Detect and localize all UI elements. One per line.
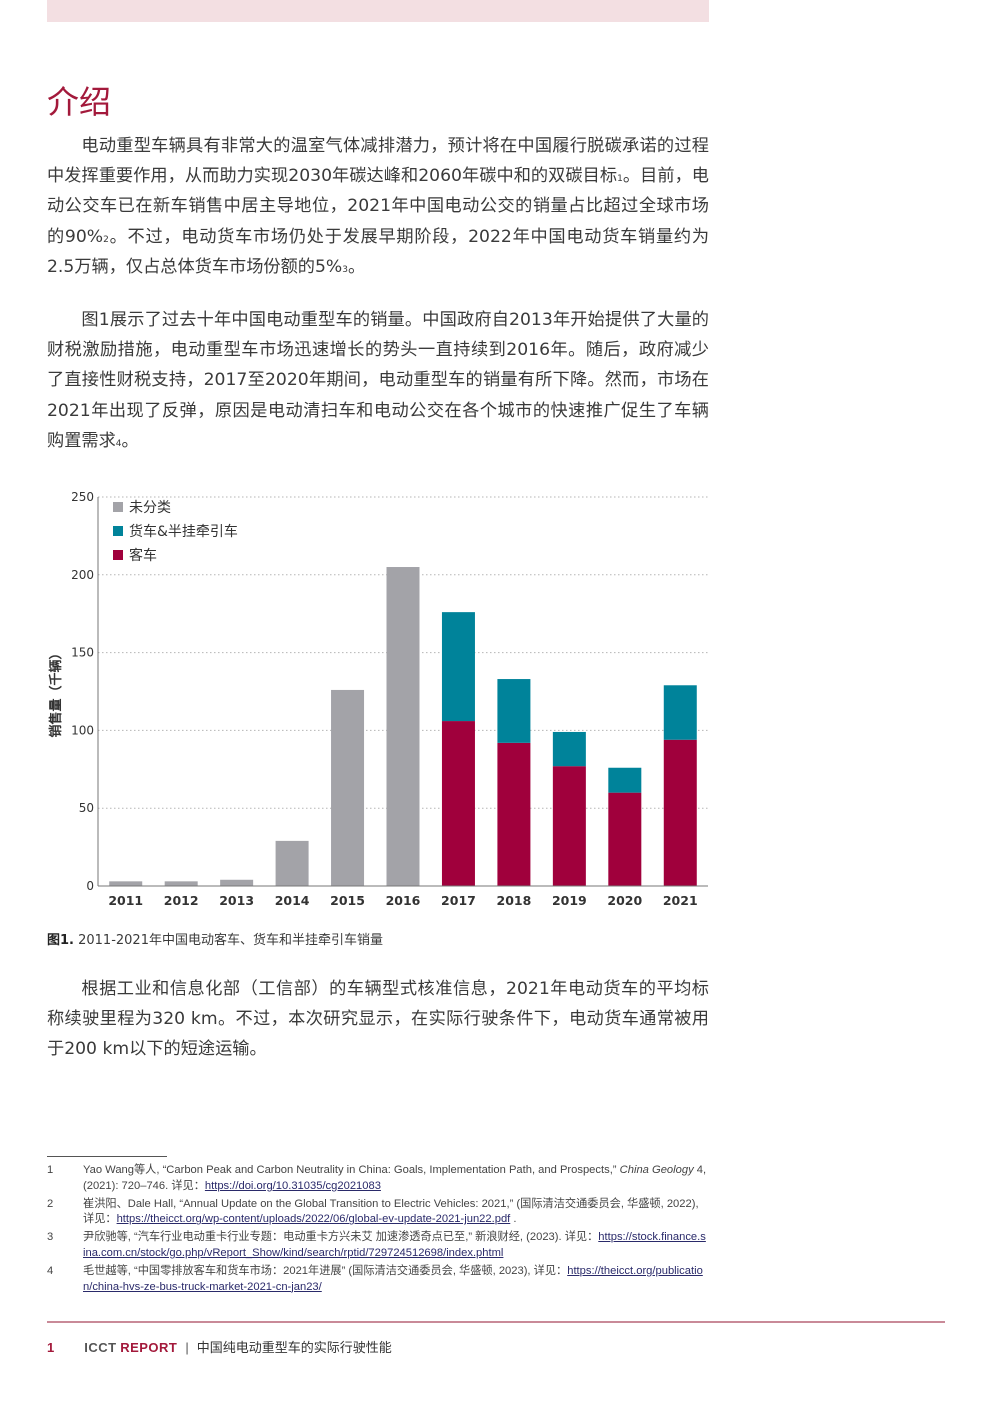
bar-segment [331,689,365,886]
header-band [47,0,709,22]
bar-segment [552,766,586,886]
y-tick-label: 250 [71,490,94,504]
footnote-link[interactable]: https://theicct.org/publication/china-hv… [83,1264,703,1293]
y-tick-label: 0 [86,879,94,893]
bar-segment [386,567,420,886]
footer-report: REPORT [120,1340,178,1355]
legend-swatch [113,526,123,536]
x-tick-label: 2019 [552,893,587,908]
y-axis: 0 50 100 150 200 250 [71,490,99,893]
paragraph-intro: 电动重型车辆具有非常大的温室气体减排潜力，预计将在中国履行脱碳承诺的过程中发挥重… [47,136,710,277]
footnote-item: 3 尹欣驰等, “汽车行业电动重卡行业专题：电动重卡方兴未艾 加速渗透奇点已至,”… [47,1231,706,1259]
footnote-item: 4 毛世越等, “中国零排放客车和货车市场：2021年进展” (国际清洁交通委员会… [47,1264,703,1293]
figure-caption: 图1. 2011-2021年中国电动客车、货车和半挂牵引车销量 [47,933,383,948]
x-tick-label: 2017 [441,893,476,908]
footer-separator: | [185,1340,189,1355]
footnote-link[interactable]: https://doi.org/10.31035/cg2021083 [204,1179,381,1192]
bar-segment [663,739,697,886]
y-tick-label: 150 [71,646,94,660]
section-title: 介绍 [47,83,112,121]
footnote-ref[interactable]: 3 [342,264,348,275]
bar-segment [220,879,254,886]
legend-label: 货车&半挂牵引车 [129,523,238,540]
footnote-ref[interactable]: 1 [617,174,623,185]
footer-divider [47,1321,945,1323]
footnote-number: 2 [47,1197,54,1210]
bar-segment [663,685,697,740]
bar-segment [275,840,309,886]
paragraph-range: 根据工业和信息化部（工信部）的车辆型式核准信息，2021年电动货车的平均标称续驶… [47,979,709,1060]
x-tick-label: 2020 [607,893,642,908]
x-tick-label: 2018 [497,893,532,908]
bar-segment [109,881,143,886]
x-tick-label: 2021 [663,893,698,908]
y-tick-label: 50 [79,801,94,815]
footer-title: 中国纯电动重型车的实际行驶性能 [196,1340,392,1355]
x-tick-label: 2012 [164,893,199,908]
bar-segment [608,767,642,793]
bar-segment [164,881,198,886]
bar-segment [497,742,531,886]
x-tick-label: 2015 [330,893,365,908]
footnote-link[interactable]: https://stock.finance.sina.com.cn/stock/… [83,1231,706,1259]
legend-swatch [113,502,123,512]
x-tick-label: 2016 [386,893,421,908]
legend-label: 未分类 [129,500,171,516]
y-tick-label: 100 [71,723,94,737]
bar-segment [441,721,475,886]
figure-label: 图1. [47,933,74,948]
footnote-number: 3 [47,1231,54,1244]
x-tick-label: 2011 [108,893,143,908]
x-tick-label: 2013 [219,893,254,908]
page-footer: 1 ICCT REPORT | 中国纯电动重型车的实际行驶性能 [47,1337,392,1356]
footnote-number: 4 [47,1264,54,1277]
y-axis-label: 销售量（千辆） [48,646,64,737]
bar-segment [608,792,642,886]
footnote-item: 1 Yao Wang等人, “Carbon Peak and Carbon Neu… [47,1164,707,1192]
footnote-ref[interactable]: 4 [115,438,122,449]
legend-swatch [113,550,123,560]
bar-segment [497,679,531,743]
footnote-number: 1 [47,1164,54,1176]
x-tick-label: 2014 [275,893,310,908]
page-number: 1 [47,1340,55,1355]
chart-bars [109,567,697,886]
footnotes-list: 1 Yao Wang等人, “Carbon Peak and Carbon Neu… [47,1163,707,1297]
legend-label: 客车 [129,547,157,564]
bar-segment [441,612,475,722]
y-tick-label: 200 [71,568,94,582]
footnote-item: 2 崔洪阳、Dale Hall, “Annual Update on the Gl… [47,1197,699,1226]
footnote-link[interactable]: https://theicct.org/wp-content/uploads/2… [116,1213,511,1226]
footer-org: ICCT [84,1340,117,1355]
bar-segment [552,731,586,767]
footnote-ref[interactable]: 2 [103,234,109,245]
sales-bar-chart: 0 50 100 150 200 250 2011 2012 2013 2014 2015 2016… [48,490,708,908]
footnote-divider [47,1156,167,1157]
paragraph-sales-trend: 图1展示了过去十年中国电动重型车的销量。中国政府自2013年开始提供了大量的财税… [47,310,709,451]
x-axis: 2011 2012 2013 2014 2015 2016 2017 2018 2019 2020… [98,885,708,908]
